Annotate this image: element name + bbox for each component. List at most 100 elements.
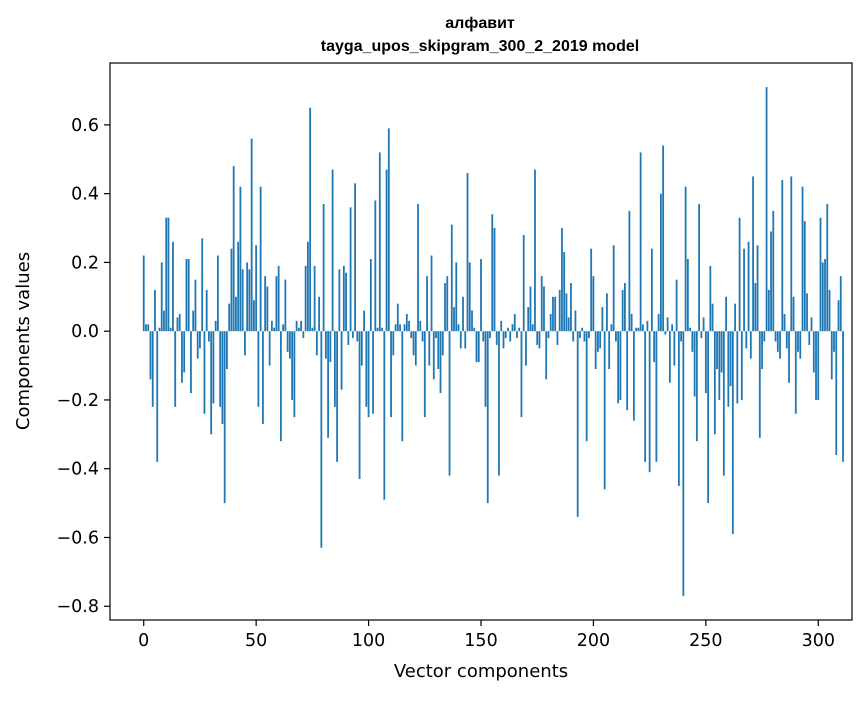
bar [525,331,527,366]
bar [340,331,343,390]
bar [635,327,638,332]
bar [552,296,554,332]
bar [830,331,833,380]
bar [507,327,509,332]
y-tick-label: −0.4 [57,460,100,480]
bar [540,276,543,332]
bar [315,331,318,356]
bar [232,166,235,332]
bar [329,331,332,363]
chart-subtitle: tayga_upos_skipgram_300_2_2019 model [321,38,639,55]
bar [547,331,550,339]
bar [392,331,395,356]
bar [567,317,570,332]
bar [763,331,766,342]
bar [295,320,298,332]
bar [270,320,273,332]
bar [700,331,703,339]
bar [399,324,401,332]
bar [833,331,835,352]
bar [799,331,802,359]
bar [255,245,258,332]
bar [477,331,480,363]
bar [421,331,424,342]
bar [835,331,838,455]
bar [588,331,590,339]
bar [693,331,696,397]
bar [576,331,579,517]
bar [621,289,624,332]
bar [318,296,321,332]
bar [145,324,147,332]
y-axis-label: Components values [13,252,34,430]
bar [664,331,667,335]
bar [435,331,437,339]
bar [509,331,512,342]
bar [396,303,399,332]
bar [529,286,532,332]
bar [394,324,397,332]
bar [722,331,725,476]
y-tick-label: 0.4 [71,185,99,205]
bar [266,286,269,332]
bar [302,331,305,339]
bar [457,324,460,332]
bar [468,262,471,332]
bar [453,307,455,332]
bar [794,331,797,414]
bar [511,324,514,332]
bar [486,331,489,504]
bar [711,303,714,332]
bar [644,331,647,462]
bar [637,327,640,332]
bar [628,210,631,332]
bar [819,217,822,332]
bar [626,331,629,411]
bar [205,289,208,332]
bar [657,313,660,332]
bar [178,313,181,332]
bar [574,310,577,332]
bar [749,331,752,359]
bar [230,248,233,332]
bar [718,331,721,400]
bar [788,331,790,383]
bar [405,313,408,332]
bar [747,241,750,332]
bar [221,331,224,425]
bar [430,255,433,332]
bar [347,331,350,345]
bar [208,331,210,342]
bar [374,200,377,332]
bar [772,210,775,332]
bar [441,331,444,356]
bar [471,310,473,332]
bar [513,313,516,332]
bar [615,331,617,342]
bar [702,317,705,332]
bar [720,331,723,373]
bar [428,331,431,366]
bar [630,313,633,332]
bar [455,262,458,332]
y-tick-label: −0.6 [57,528,100,548]
bar [446,276,449,332]
bar [473,327,476,332]
bar [556,331,559,345]
bar [727,331,730,407]
bar [246,262,249,332]
bar [558,289,561,332]
bar [244,331,246,356]
y-axis-ticks: −0.8 −0.6 −0.4 −0.2 0.0 0.2 0.4 0.6 [57,116,110,617]
bar [563,252,566,332]
bar [504,331,507,339]
bar [619,331,622,400]
bar [691,331,694,352]
bar [253,300,255,332]
bar [482,331,485,342]
bar [286,331,289,352]
bar [776,331,779,352]
bar [248,269,251,332]
bar [734,303,736,332]
bar [828,289,831,332]
